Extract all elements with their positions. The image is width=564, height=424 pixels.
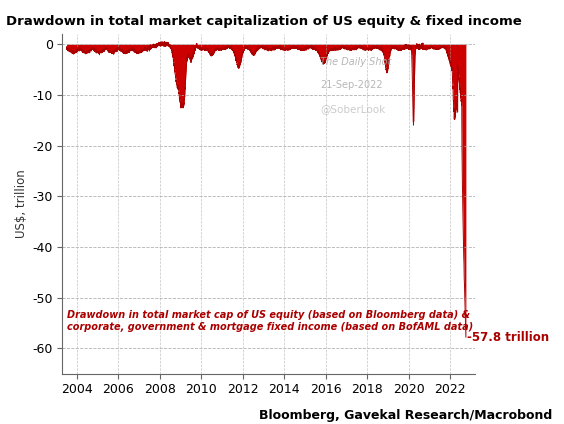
Text: Bloomberg, Gavekal Research/Macrobond: Bloomberg, Gavekal Research/Macrobond	[259, 409, 553, 422]
Y-axis label: US$, trillion: US$, trillion	[15, 170, 28, 238]
Text: Drawdown in total market capitalization of US equity & fixed income: Drawdown in total market capitalization …	[6, 15, 521, 28]
Text: 21-Sep-2022: 21-Sep-2022	[320, 81, 383, 90]
Text: @SoberLook: @SoberLook	[320, 104, 386, 114]
Text: -57.8 trillion: -57.8 trillion	[468, 331, 549, 343]
Text: Drawdown in total market cap of US equity (based on Bloomberg data) &
corporate,: Drawdown in total market cap of US equit…	[67, 310, 473, 332]
Text: The Daily Shot: The Daily Shot	[320, 57, 392, 67]
